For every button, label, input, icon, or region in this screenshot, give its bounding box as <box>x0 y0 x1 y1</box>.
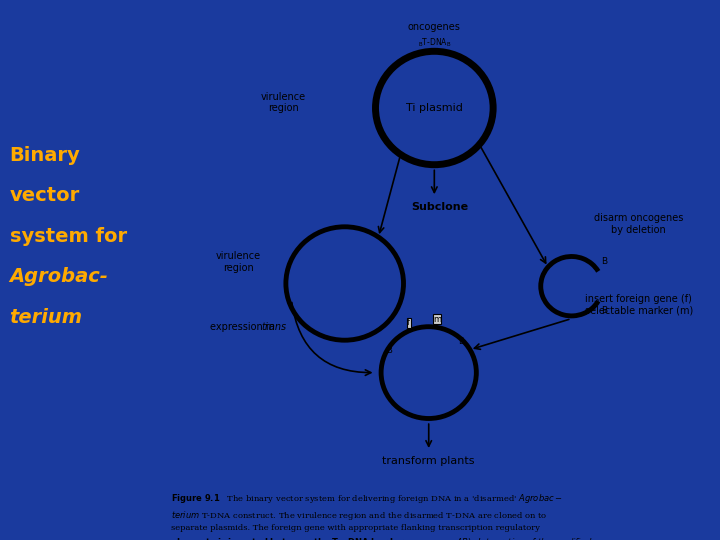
Text: disarm oncogenes
by deletion: disarm oncogenes by deletion <box>594 213 683 235</box>
Text: B: B <box>601 257 608 266</box>
Text: Subclone: Subclone <box>411 202 469 212</box>
Text: insert foreign gene (f)
selectable marker (m): insert foreign gene (f) selectable marke… <box>585 294 693 316</box>
Text: Agrobac-: Agrobac- <box>9 267 109 286</box>
Text: terium: terium <box>9 308 83 327</box>
Text: $\bf{Figure\ 9.1}$   The binary vector system for delivering foreign DNA in a 'd: $\bf{Figure\ 9.1}$ The binary vector sys… <box>171 492 593 540</box>
Text: Ti plasmid: Ti plasmid <box>406 103 463 113</box>
Text: trans: trans <box>262 322 287 332</box>
Text: oncogenes: oncogenes <box>408 22 461 32</box>
Text: virulence
region: virulence region <box>261 92 305 113</box>
Text: Binary: Binary <box>9 146 81 165</box>
Text: transform plants: transform plants <box>382 456 475 467</box>
Text: vector: vector <box>9 186 80 205</box>
Text: virulence
region: virulence region <box>216 251 261 273</box>
Text: $_\mathregular{B}$T-DNA$_\mathregular{B}$: $_\mathregular{B}$T-DNA$_\mathregular{B}… <box>418 36 451 49</box>
Text: m: m <box>433 315 441 324</box>
Text: B: B <box>458 338 464 346</box>
Text: B: B <box>601 306 608 315</box>
Text: f: f <box>407 319 410 327</box>
Text: B: B <box>387 346 392 355</box>
Text: expression in: expression in <box>210 322 278 332</box>
Text: system for: system for <box>9 227 127 246</box>
